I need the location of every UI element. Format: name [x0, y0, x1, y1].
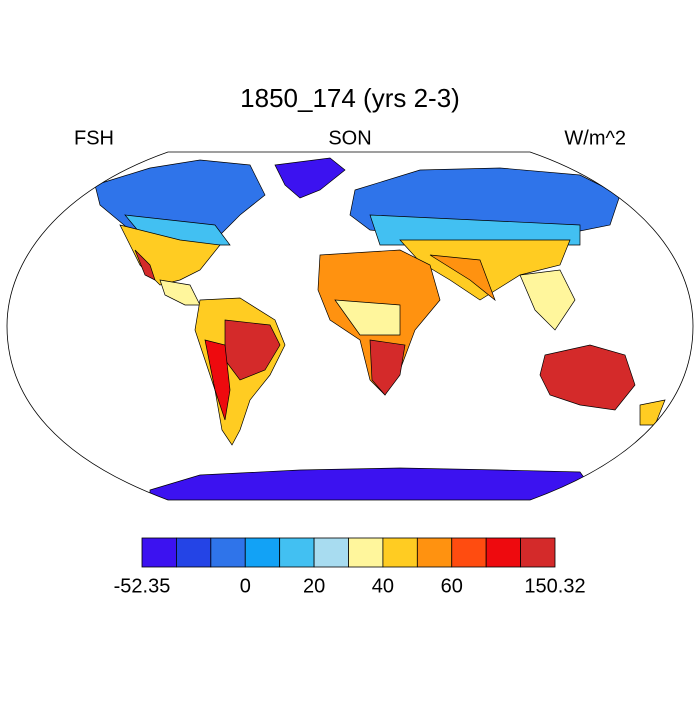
- title: 1850_174 (yrs 2-3): [240, 83, 460, 113]
- colorbar-box: [313, 537, 349, 568]
- right-label: W/m^2: [564, 127, 626, 149]
- colorbar-box: [485, 537, 521, 568]
- map-outline: [6, 151, 694, 501]
- colorbar-label: 150.32: [524, 575, 585, 597]
- colorbar-box: [520, 537, 556, 568]
- colorbar: -52.35 150.32 0 20 40 60: [114, 537, 586, 597]
- colorbar-label: 0: [240, 575, 251, 597]
- colorbar-label: 60: [441, 575, 463, 597]
- colorbar-box: [416, 537, 453, 568]
- colorbar-box: [210, 537, 246, 568]
- map: [6, 151, 694, 501]
- colorbar-label: 40: [372, 575, 394, 597]
- colorbar-box: [244, 537, 281, 568]
- colorbar-box: [141, 537, 177, 568]
- left-label: FSH: [74, 127, 114, 149]
- colorbar-box: [279, 537, 315, 568]
- colorbar-label: 20: [303, 575, 325, 597]
- colorbar-label: -52.35: [114, 575, 171, 597]
- colorbar-box: [451, 537, 487, 568]
- colorbar-box: [176, 537, 212, 568]
- colorbar-box: [348, 537, 384, 568]
- colorbar-box: [382, 537, 418, 568]
- center-label: SON: [328, 127, 371, 149]
